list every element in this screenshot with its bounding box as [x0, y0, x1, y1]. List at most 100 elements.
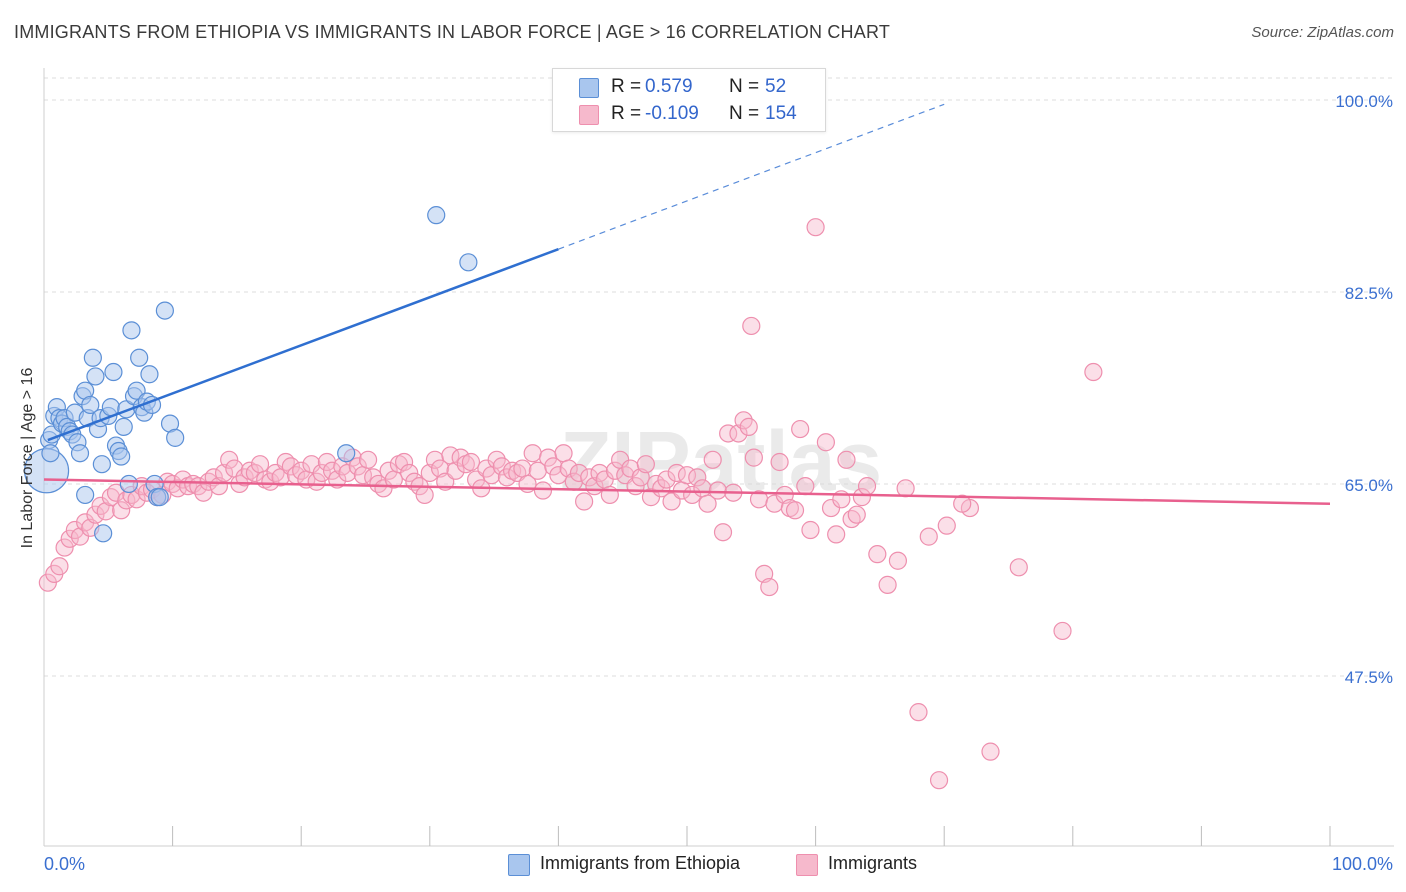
immigrants-point: [636, 455, 655, 474]
immigrants-point: [791, 419, 810, 439]
ethiopia-point: [119, 474, 138, 494]
ethiopia-point: [112, 447, 131, 466]
ethiopia-trend-line: [47, 247, 559, 442]
immigrants-point: [652, 479, 671, 498]
immigrants-point: [358, 450, 378, 469]
ethiopia-point: [459, 253, 478, 272]
immigrants-point: [693, 479, 712, 498]
immigrants-point: [816, 433, 835, 452]
immigrants-point: [461, 452, 481, 472]
legend-n-label: N =: [729, 103, 760, 124]
immigrants-point: [937, 516, 956, 535]
legend-r-value: -0.109: [645, 103, 699, 124]
legend-r-value: 0.579: [645, 76, 693, 97]
immigrants-point: [76, 513, 95, 532]
immigrants-point: [770, 452, 789, 472]
immigrants-point: [220, 450, 239, 469]
immigrants-point: [1053, 621, 1072, 641]
source-prefix: Source:: [1251, 24, 1308, 41]
x-tick-label-max: 100.0%: [1332, 854, 1393, 874]
ethiopia-point: [92, 455, 111, 474]
ethiopia-point: [70, 444, 90, 463]
immigrants-point: [909, 703, 928, 722]
ethiopia-point: [155, 301, 174, 320]
immigrants-point: [245, 463, 265, 483]
immigrants-point: [742, 316, 761, 336]
immigrants-point: [801, 520, 820, 540]
chart-source: Source: ZipAtlas.com: [1251, 24, 1394, 41]
grid-layer: [44, 77, 1394, 677]
ethiopia-point: [122, 321, 141, 340]
immigrants-point: [657, 470, 676, 489]
immigrants-point: [739, 417, 758, 436]
immigrants-point: [785, 501, 805, 520]
immigrants-point: [55, 538, 74, 557]
ethiopia-point: [114, 417, 133, 436]
immigrants-trend-line: [43, 478, 1331, 505]
immigrants-point: [415, 485, 434, 505]
source-name: ZipAtlas.com: [1307, 24, 1394, 41]
immigrants-point: [713, 523, 733, 542]
legend-row-immigrants: R = -0.109 N = 154: [553, 101, 825, 127]
immigrants-point: [400, 463, 419, 483]
ethiopia-point: [130, 348, 149, 367]
trend-lines: [43, 103, 1331, 505]
ethiopia-point: [140, 365, 159, 384]
immigrants-point: [981, 742, 1000, 761]
ethiopia-point: [104, 362, 123, 382]
y-tick-label: 100.0%: [1335, 92, 1393, 111]
y-tick-label: 47.5%: [1345, 668, 1393, 687]
ethiopia-point: [94, 524, 113, 543]
ethiopia-point: [86, 367, 105, 386]
immigrants-point: [708, 481, 727, 500]
immigrants-point: [533, 481, 553, 500]
ethiopia-point: [83, 348, 102, 367]
immigrants-point: [806, 218, 825, 237]
ethiopia-point: [427, 206, 446, 225]
stats-legend: R = 0.579 N = 52 R = -0.109 N = 154: [552, 68, 826, 132]
chart-title: IMMIGRANTS FROM ETHIOPIA VS IMMIGRANTS I…: [14, 22, 891, 42]
x-tick-label-min: 0.0%: [44, 854, 85, 874]
legend-swatch-blue: [579, 78, 599, 98]
legend-n-label: N =: [729, 76, 760, 97]
immigrants-point: [760, 577, 779, 597]
immigrants-point: [580, 468, 599, 487]
legend-r-label: R =: [611, 103, 642, 124]
legend-n-value: 154: [765, 103, 797, 124]
immigrants-point: [888, 551, 908, 570]
immigrants-point: [744, 448, 763, 467]
immigrants-point: [322, 461, 342, 480]
immigrants-point: [549, 466, 568, 485]
immigrants-point: [857, 477, 877, 496]
immigrants-point: [281, 457, 301, 476]
immigrants-point: [250, 455, 270, 474]
bottom-legend-swatch-blue: [508, 854, 530, 876]
immigrants-point: [194, 483, 213, 502]
bottom-legend-label: Immigrants: [828, 853, 918, 873]
immigrants-point: [379, 461, 398, 480]
immigrants-point: [575, 492, 594, 511]
bottom-legend-label: Immigrants from Ethiopia: [540, 853, 741, 873]
immigrants-point: [292, 461, 311, 480]
immigrants-point: [827, 525, 846, 544]
immigrants-point: [953, 494, 972, 513]
tick-labels: 47.5% 65.0% 82.5% 100.0% 0.0% 100.0%: [44, 92, 1393, 874]
immigrants-point: [86, 505, 105, 524]
immigrants-point: [868, 545, 887, 564]
immigrants-point: [847, 505, 866, 524]
immigrants-point: [837, 450, 856, 469]
ethiopia-point: [81, 395, 100, 415]
immigrants-point: [896, 479, 915, 498]
ethiopia-point: [41, 444, 60, 463]
immigrants-point: [605, 461, 625, 480]
immigrants-point: [719, 424, 738, 443]
immigrants-point: [1009, 558, 1028, 577]
immigrants-point: [554, 444, 573, 463]
legend-n-value: 52: [765, 76, 787, 97]
immigrants-point: [348, 457, 367, 476]
immigrants-point: [569, 463, 589, 483]
immigrants-point: [523, 444, 542, 463]
legend-swatch-pink: [579, 105, 599, 125]
immigrants-point: [492, 457, 511, 476]
ethiopia-point: [76, 485, 95, 505]
